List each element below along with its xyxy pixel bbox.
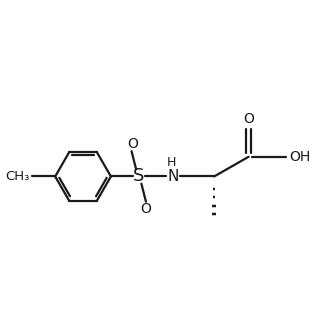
Text: O: O: [243, 112, 254, 126]
Text: N: N: [168, 169, 179, 184]
Text: O: O: [127, 137, 138, 151]
Text: H: H: [167, 156, 176, 169]
Text: S: S: [133, 167, 145, 185]
Text: O: O: [140, 202, 151, 216]
Text: CH₃: CH₃: [5, 170, 30, 183]
Text: OH: OH: [289, 150, 311, 164]
